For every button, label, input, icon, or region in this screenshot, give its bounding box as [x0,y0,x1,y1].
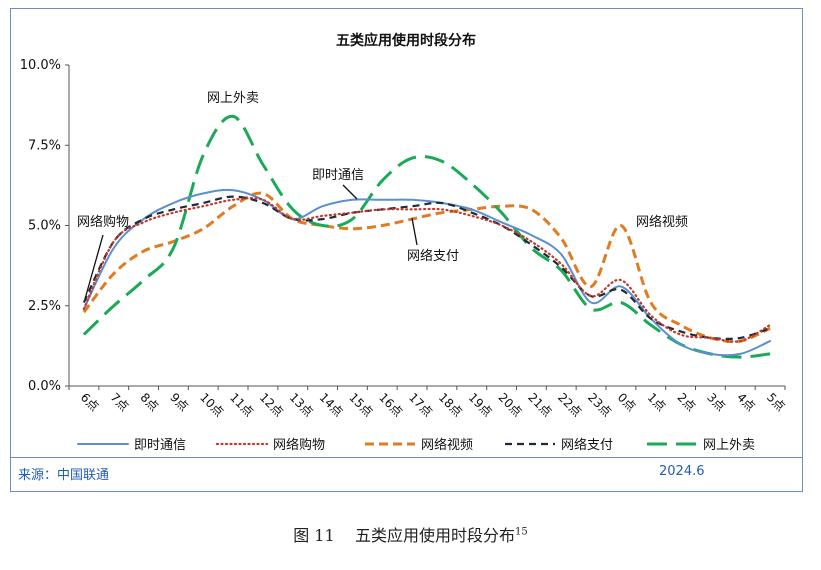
x-tick-label: 2点 [674,390,698,414]
axes: 0.0% 2.5% 5.0% 7.5% 10.0% 6点 7点 8点 9点 10点 11点 12点 13… [20,58,788,419]
series-line-payment [82,195,771,340]
source-label: 来源：中国联通 [18,468,110,483]
legend-label-takeout: 网上外卖 [703,438,755,453]
footer-divider [11,457,802,458]
y-tick-label: 2.5% [28,299,61,314]
legend-label-im: 即时通信 [134,438,186,453]
legend-label-shopping: 网络购物 [273,437,325,453]
series-line-shopping [82,197,772,343]
x-tick-label: 7点 [108,390,132,414]
x-tick-label: 16点 [376,390,405,419]
chart-frame: 五类应用使用时段分布 0.0% 2.5% 5.0% 7.5% 10.0% 6点 7点 8点 9点… [10,8,803,492]
caption-prefix: 图 11 [293,526,335,545]
chart-title: 五类应用使用时段分布 [336,32,476,49]
y-tick-label: 7.5% [28,138,61,153]
y-tick-label: 5.0% [28,219,61,234]
x-tick-label: 14点 [316,390,345,419]
annotation-payment-pointer [411,217,418,246]
annotation-im: 即时通信 [312,168,364,183]
y-tick-label: 0.0% [28,379,61,394]
chart: 五类应用使用时段分布 0.0% 2.5% 5.0% 7.5% 10.0% 6点 7点 8点 9点… [20,32,788,453]
annotation-shopping-pointer [84,234,104,300]
x-tick-label: 0点 [615,390,639,414]
x-tick-label: 23点 [585,390,614,419]
x-tick-label: 15点 [346,390,375,419]
x-tick-label: 4点 [734,390,758,414]
caption-text: 五类应用使用时段分布 [355,526,516,545]
x-tick-label: 11点 [227,390,256,419]
x-tick-label: 17点 [406,390,435,419]
x-tick-label: 22点 [555,390,584,419]
series-layer [82,114,772,359]
annotation-video: 网络视频 [636,214,688,230]
x-tick-label: 21点 [525,390,554,419]
x-tick-label: 20点 [495,390,524,419]
x-tick-label: 18点 [436,390,465,419]
series-line-video [82,191,771,344]
x-tick-label: 9点 [167,390,191,414]
x-tick-label: 12点 [257,390,286,419]
x-tick-label: 10点 [197,390,226,419]
annotation-payment: 网络支付 [407,248,459,264]
series-line-im [82,188,772,357]
y-tick-label: 10.0% [20,58,61,73]
caption-footnote-ref: 15 [515,526,528,538]
x-tick-label: 3点 [704,390,728,414]
x-tick-label: 8点 [137,390,161,414]
x-tick-label: 19点 [466,390,495,419]
x-tick-label: 13点 [287,390,316,419]
x-tick-label: 6点 [78,390,102,414]
x-tick-label: 1点 [645,390,669,414]
series-line-takeout [82,114,771,359]
legend: 即时通信 网络购物 网络视频 网络支付 网上外卖 [77,437,755,453]
legend-label-video: 网络视频 [421,437,473,453]
legend-label-payment: 网络支付 [561,437,613,453]
figure-caption: 图 11 五类应用使用时段分布15 [0,522,821,546]
x-tick-label: 5点 [764,390,788,414]
annotation-shopping: 网络购物 [77,214,129,230]
date-label: 2024.6 [659,464,705,479]
annotation-takeout: 网上外卖 [207,91,259,106]
annotation-im-pointer [342,184,358,200]
